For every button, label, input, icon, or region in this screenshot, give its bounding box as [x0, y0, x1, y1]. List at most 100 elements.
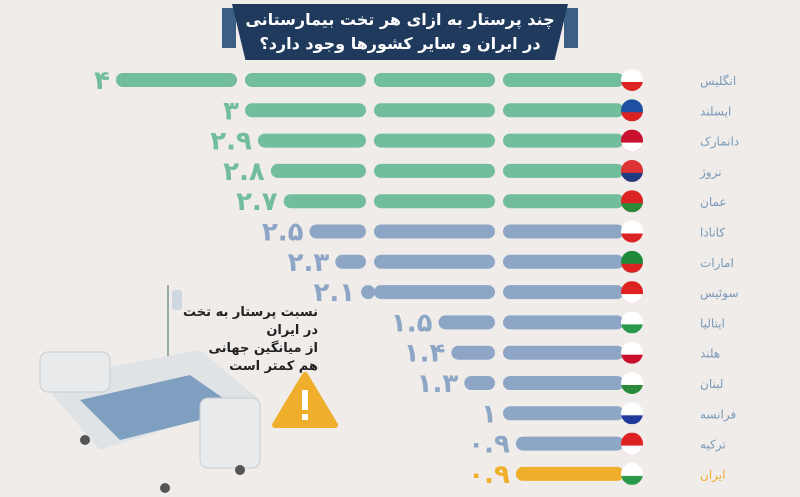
bar-segment [335, 254, 366, 269]
flag-norway-icon [621, 159, 643, 182]
bar-segment [503, 406, 624, 421]
title-line-2: در ایران و سایر کشورها وجود دارد؟ [259, 34, 541, 53]
value-label: ۲.۸ [223, 157, 265, 187]
bar-row: ۲.۹ دانمارک [210, 127, 739, 157]
country-label: ایسلند [700, 104, 731, 118]
country-label: نروژ [699, 165, 722, 180]
country-label: ترکیه [700, 438, 726, 453]
flag-iceland-icon [621, 99, 643, 122]
bar-segment [374, 73, 495, 87]
value-label: ۲.۱ [313, 278, 355, 308]
flag-lebanon-icon [621, 372, 643, 394]
value-label: ۳ [223, 96, 239, 126]
bar-segment [515, 466, 624, 481]
flag-band [621, 294, 643, 304]
flag-uae-icon [621, 250, 643, 273]
country-label: کانادا [700, 226, 725, 240]
title-ribbon-right [564, 8, 578, 48]
bar-segment [374, 194, 495, 209]
bar-segment [374, 285, 495, 300]
flag-band [621, 172, 643, 182]
value-label: ۲.۳ [288, 248, 330, 278]
page-title: چند پرستار به ازای هر تخت بیمارستانی در … [232, 4, 568, 60]
bar-row: ۲.۸ نروژ [223, 157, 721, 187]
bar-row: ۱.۳ لبنان [417, 369, 724, 399]
flag-france-icon [621, 402, 643, 425]
flag-iran-icon [621, 462, 643, 485]
country-label: امارات [700, 256, 734, 271]
bar-row: ۱.۵ ایتالیا [391, 308, 725, 338]
note-line: نسبت پرستار به تخت [183, 305, 318, 320]
bar-segment [438, 315, 495, 330]
bar-segment [283, 194, 366, 209]
country-label: هلند [700, 347, 720, 361]
value-label: ۲.۵ [262, 218, 304, 248]
flag-band [621, 142, 643, 152]
bar-row: ۲.۱ سوئیس [313, 278, 738, 308]
flag-switzerland-icon [621, 281, 643, 304]
bar-segment [503, 133, 624, 148]
bar-segment [309, 224, 366, 239]
country-label: انگلیس [700, 74, 736, 89]
note-line: در ایران [266, 323, 318, 338]
value-label: ۰.۹ [468, 430, 510, 460]
bar-segment [515, 436, 624, 451]
flag-canada-icon [621, 220, 643, 243]
bar-segment [503, 345, 624, 360]
bar-row: ۰.۹ ترکیه [468, 430, 725, 460]
bar-segment [245, 73, 366, 87]
country-label: فرانسه [700, 407, 736, 422]
bar-segment [464, 376, 495, 390]
bar-row: ۰.۹ ایران [468, 460, 725, 490]
bar-segment [116, 73, 237, 87]
bar-segment [374, 224, 495, 239]
bar-segment [270, 163, 366, 178]
note-line: از میانگین جهانی [208, 341, 318, 356]
bar-segment [361, 285, 376, 300]
flag-band [621, 112, 643, 122]
bar-segment [374, 254, 495, 269]
bar-segment [503, 163, 624, 178]
value-label: ۱ [481, 399, 497, 429]
warning-triangle-icon [272, 372, 338, 428]
bar-segment [245, 103, 366, 118]
country-label: سوئیس [700, 286, 739, 301]
flag-band [621, 445, 643, 455]
bar-segment [503, 285, 624, 300]
bar-segment [503, 315, 624, 330]
bar-row: ۱ فرانسه [481, 399, 736, 429]
value-label: ۲.۷ [236, 187, 278, 217]
title-ribbon-left [222, 8, 236, 48]
flag-band [621, 415, 643, 425]
bar-row: ۴ انگلیس [94, 66, 736, 96]
country-label: عمان [700, 195, 727, 209]
country-label: دانمارک [700, 135, 739, 150]
value-label: ۱.۵ [391, 308, 433, 338]
flag-turkey-icon [621, 432, 643, 455]
flag-band [621, 82, 643, 91]
flag-england-icon [621, 69, 643, 91]
bar-segment [503, 73, 624, 87]
country-label: ایتالیا [700, 316, 725, 330]
bar-segment [503, 194, 624, 209]
hospital-bed-illustration [39, 285, 261, 493]
flag-band [621, 233, 643, 243]
bar-segment [503, 224, 624, 239]
value-label: ۱.۳ [417, 369, 459, 399]
bar-row: ۲.۳ امارات [288, 248, 734, 278]
flag-oman-icon [621, 190, 643, 213]
flag-band [621, 324, 643, 334]
flag-band [621, 203, 643, 213]
flag-italy-icon [621, 311, 643, 334]
flag-band [621, 475, 643, 485]
bar-row: ۳ ایسلند [223, 96, 731, 126]
bar-segment [374, 163, 495, 178]
bar-segment [374, 133, 495, 148]
title-line-1: چند پرستار به ازای هر تخت بیمارستانی [245, 10, 555, 29]
note-text: نسبت پرستار به تخت در ایران از میانگین ج… [168, 304, 318, 376]
country-label: لبنان [700, 377, 723, 391]
value-label: ۰.۹ [468, 460, 510, 490]
bar-segment [257, 133, 366, 148]
bar-segment [503, 103, 624, 118]
